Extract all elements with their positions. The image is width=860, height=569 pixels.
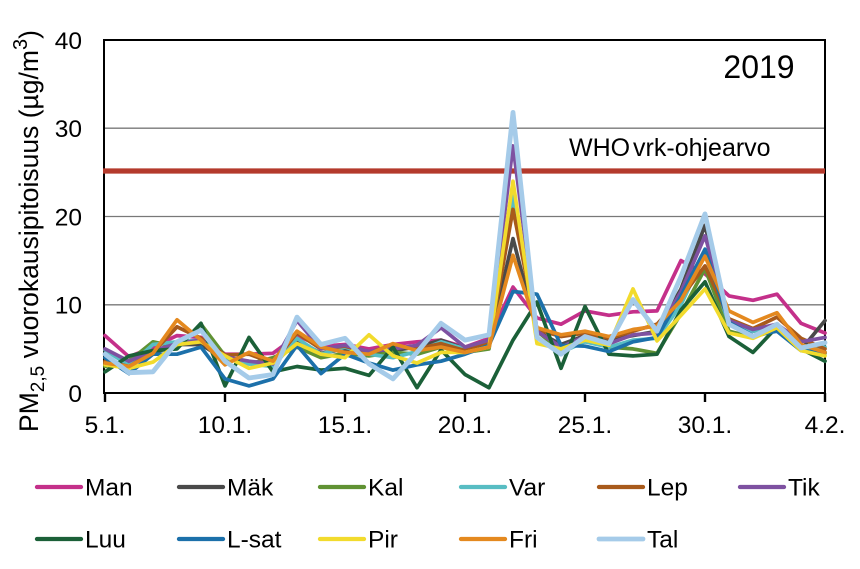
svg-text:L-sat: L-sat	[227, 527, 282, 554]
svg-text:Kal: Kal	[368, 475, 403, 502]
svg-text:Tik: Tik	[788, 475, 820, 502]
svg-text:5.1.: 5.1.	[85, 412, 126, 439]
svg-text:Man: Man	[85, 475, 133, 502]
svg-text:Fri: Fri	[509, 527, 538, 554]
svg-text:10.1.: 10.1.	[198, 412, 253, 439]
svg-text:15.1.: 15.1.	[318, 412, 373, 439]
svg-text:Lep: Lep	[647, 475, 688, 502]
svg-text:Luu: Luu	[85, 527, 126, 554]
svg-text:Var: Var	[509, 475, 545, 502]
svg-text:2019: 2019	[723, 49, 794, 85]
svg-text:40: 40	[55, 28, 82, 55]
svg-text:25.1.: 25.1.	[558, 412, 613, 439]
svg-text:10: 10	[55, 293, 82, 320]
svg-text:0: 0	[68, 381, 82, 408]
svg-text:Tal: Tal	[647, 527, 678, 554]
svg-text:20: 20	[55, 204, 82, 231]
svg-text:30.1.: 30.1.	[678, 412, 733, 439]
svg-text:20.1.: 20.1.	[438, 412, 493, 439]
svg-text:30: 30	[55, 116, 82, 143]
svg-text:4.2.: 4.2.	[805, 412, 846, 439]
svg-text:Pir: Pir	[368, 527, 398, 554]
svg-text:Mäk: Mäk	[227, 475, 274, 502]
svg-text:PM2,5 vuorokausipitoisuus (µg/: PM2,5 vuorokausipitoisuus (µg/m3)	[10, 30, 49, 432]
svg-text:WHO vrk-ohjearvo: WHO vrk-ohjearvo	[569, 134, 771, 162]
